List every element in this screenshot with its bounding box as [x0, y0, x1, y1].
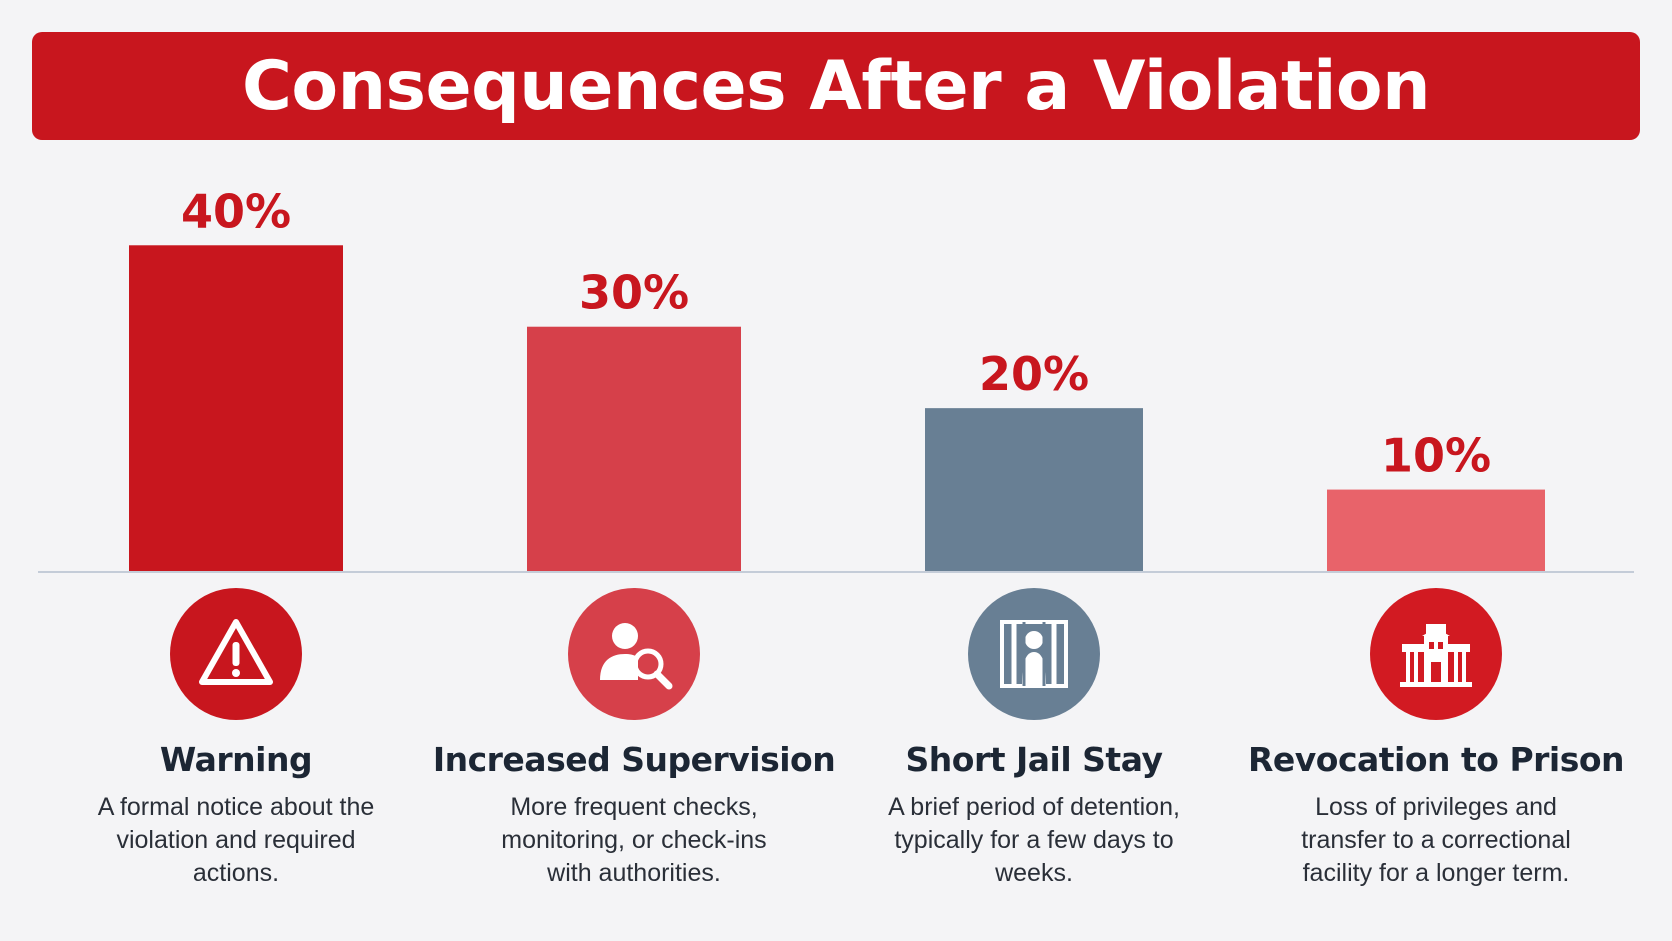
supervision-icon-circle	[568, 588, 700, 720]
category-label: Revocation to Prison	[1247, 740, 1625, 779]
bar-increased-supervision	[527, 326, 741, 571]
bar-short-jail-stay	[925, 408, 1143, 571]
bar-warning	[129, 245, 343, 572]
category-description: A formal notice about the violation and …	[97, 793, 375, 887]
prison-icon-circle	[1370, 588, 1502, 720]
category-column-revocation-to-prison: Revocation to Prison Loss of privileges …	[1248, 588, 1625, 890]
category-label: Warning	[159, 740, 313, 779]
title-banner: Consequences After a Violation	[32, 32, 1640, 140]
jail-bars-icon	[1000, 620, 1068, 688]
category-label: Short Jail Stay	[905, 740, 1163, 779]
category-column-increased-supervision: Increased Supervision More frequent chec…	[433, 588, 836, 890]
category-description: More frequent checks, monitoring, or che…	[501, 793, 767, 887]
value-label: 40%	[181, 184, 291, 238]
category-description: Loss of privileges and transfer to a cor…	[1301, 793, 1571, 887]
prison-building-icon	[1400, 624, 1472, 687]
value-label: 20%	[979, 347, 1089, 401]
warning-triangle-icon	[199, 619, 273, 685]
category-column-short-jail-stay: Short Jail Stay A brief period of detent…	[864, 588, 1204, 890]
jail-icon-circle	[968, 588, 1100, 720]
chart-title: Consequences After a Violation	[241, 46, 1431, 126]
bar-revocation-to-prison	[1327, 489, 1545, 571]
category-description: A brief period of detention, typically f…	[888, 793, 1180, 887]
person-search-icon	[600, 623, 673, 690]
warning-icon-circle	[170, 588, 302, 720]
value-label: 10%	[1381, 429, 1491, 483]
category-label: Increased Supervision	[432, 740, 836, 779]
value-label: 30%	[579, 266, 689, 320]
category-column-warning: Warning A formal notice about the violat…	[66, 588, 406, 890]
